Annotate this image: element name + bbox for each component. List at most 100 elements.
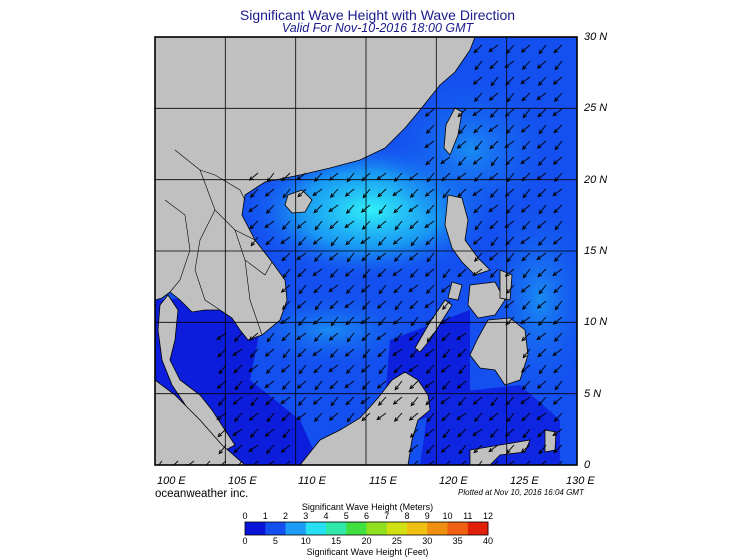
wave-arrow — [250, 236, 259, 247]
colorbar-meters-title: Significant Wave Height (Meters) — [301, 502, 434, 512]
wave-arrow — [377, 236, 387, 246]
colorbar-feet-tick: 5 — [272, 536, 278, 546]
lon-label: 120 E — [439, 475, 468, 487]
wave-arrow — [346, 252, 355, 263]
wave-arrow — [488, 172, 499, 181]
wave-arrow — [281, 220, 291, 230]
wave-arrow — [378, 364, 387, 375]
colorbar-meters-tick: 9 — [424, 511, 430, 521]
colorbar-cell — [326, 522, 347, 535]
wave-arrow — [520, 204, 531, 213]
wave-arrow — [490, 396, 499, 407]
wave-arrow — [472, 428, 483, 437]
wave-arrow — [505, 76, 515, 86]
wave-arrow — [410, 316, 419, 327]
wave-arrow — [280, 364, 291, 373]
wave-arrow — [473, 44, 483, 54]
colorbar-meters-tick: 3 — [303, 511, 309, 521]
wave-arrow — [408, 332, 419, 341]
wave-arrow — [505, 236, 515, 246]
wave-arrow — [456, 140, 467, 149]
wave-arrow — [393, 204, 403, 214]
wave-arrow — [521, 300, 531, 310]
wave-arrow — [520, 124, 531, 133]
wave-arrow — [266, 412, 275, 423]
land-mindoro — [447, 281, 463, 301]
wave-arrow — [505, 156, 515, 166]
wave-arrow — [330, 316, 339, 327]
wave-arrow — [361, 380, 371, 390]
wave-arrow — [489, 220, 499, 230]
wave-arrow — [537, 236, 547, 246]
wave-arrow — [392, 268, 403, 277]
wave-arrow — [553, 124, 563, 134]
wave-arrow — [521, 92, 531, 102]
wave-arrow — [297, 396, 307, 406]
map-subtitle: Valid For Nov-10-2016 18:00 GMT — [281, 21, 474, 35]
lat-lon-grid — [155, 37, 577, 465]
wave-arrow — [521, 252, 531, 262]
wave-arrow — [232, 396, 243, 405]
wave-arrow — [522, 428, 531, 439]
wave-arrow — [280, 396, 291, 405]
wave-arrow — [376, 252, 387, 261]
credit-text: oceanweather inc. — [155, 488, 249, 500]
wave-arrow — [216, 332, 227, 341]
colorbar-feet-tick: 10 — [300, 536, 311, 546]
map-frame — [154, 36, 578, 466]
wave-arrow — [392, 396, 403, 405]
wave-arrow — [520, 396, 531, 405]
wave-arrow — [313, 332, 323, 342]
wave-arrow — [441, 172, 451, 182]
wave-arrow — [409, 188, 419, 198]
wave-arrow — [345, 284, 355, 294]
wave-arrow — [330, 236, 339, 247]
wave-arrow — [360, 364, 371, 373]
wave-arrow — [158, 460, 163, 465]
wave-arrow — [265, 396, 275, 406]
wave-arrow — [297, 268, 307, 278]
colorbar-meters-tick: 6 — [363, 511, 369, 521]
wave-arrow — [328, 364, 339, 373]
wave-direction-arrows — [158, 44, 563, 465]
wave-arrow — [329, 348, 339, 358]
wave-arrow — [312, 396, 323, 405]
colorbar-meters-tick: 11 — [463, 511, 473, 521]
wave-arrow — [538, 444, 547, 455]
wave-arrow — [553, 284, 563, 294]
wave-arrow — [394, 380, 403, 391]
wave-arrow — [488, 444, 499, 453]
wave-arrow — [296, 332, 307, 341]
wave-arrow — [312, 188, 323, 197]
wave-arrow — [346, 172, 355, 183]
colorbar-meters-tick: 5 — [343, 511, 349, 521]
wave-arrow — [393, 172, 403, 182]
colorbar-cell — [346, 522, 367, 535]
wave-arrow — [537, 268, 547, 278]
wave-arrow — [248, 444, 259, 453]
wave-arrow — [521, 172, 531, 182]
wave-arrow — [553, 412, 563, 422]
wave-arrow — [442, 428, 451, 439]
wave-arrow — [473, 252, 483, 262]
wave-arrow — [473, 92, 483, 102]
wave-arrow — [425, 236, 435, 246]
wave-arrow — [344, 348, 355, 357]
wave-arrow — [393, 412, 403, 422]
lon-label: 105 E — [228, 475, 257, 487]
wave-arrow — [281, 332, 291, 342]
wave-arrow — [558, 460, 563, 465]
wave-arrow — [360, 236, 371, 245]
wave-arrow — [265, 204, 275, 214]
wave-arrow — [312, 348, 323, 357]
wave-arrow — [297, 188, 307, 198]
wave-arrow — [424, 428, 435, 437]
wave-arrow — [360, 316, 371, 325]
wave-arrow — [552, 268, 563, 277]
wave-arrow — [488, 44, 499, 53]
wave-arrow — [425, 124, 435, 134]
wave-arrow — [489, 428, 499, 438]
wave-arrow — [537, 76, 547, 86]
wave-arrow — [441, 332, 451, 342]
